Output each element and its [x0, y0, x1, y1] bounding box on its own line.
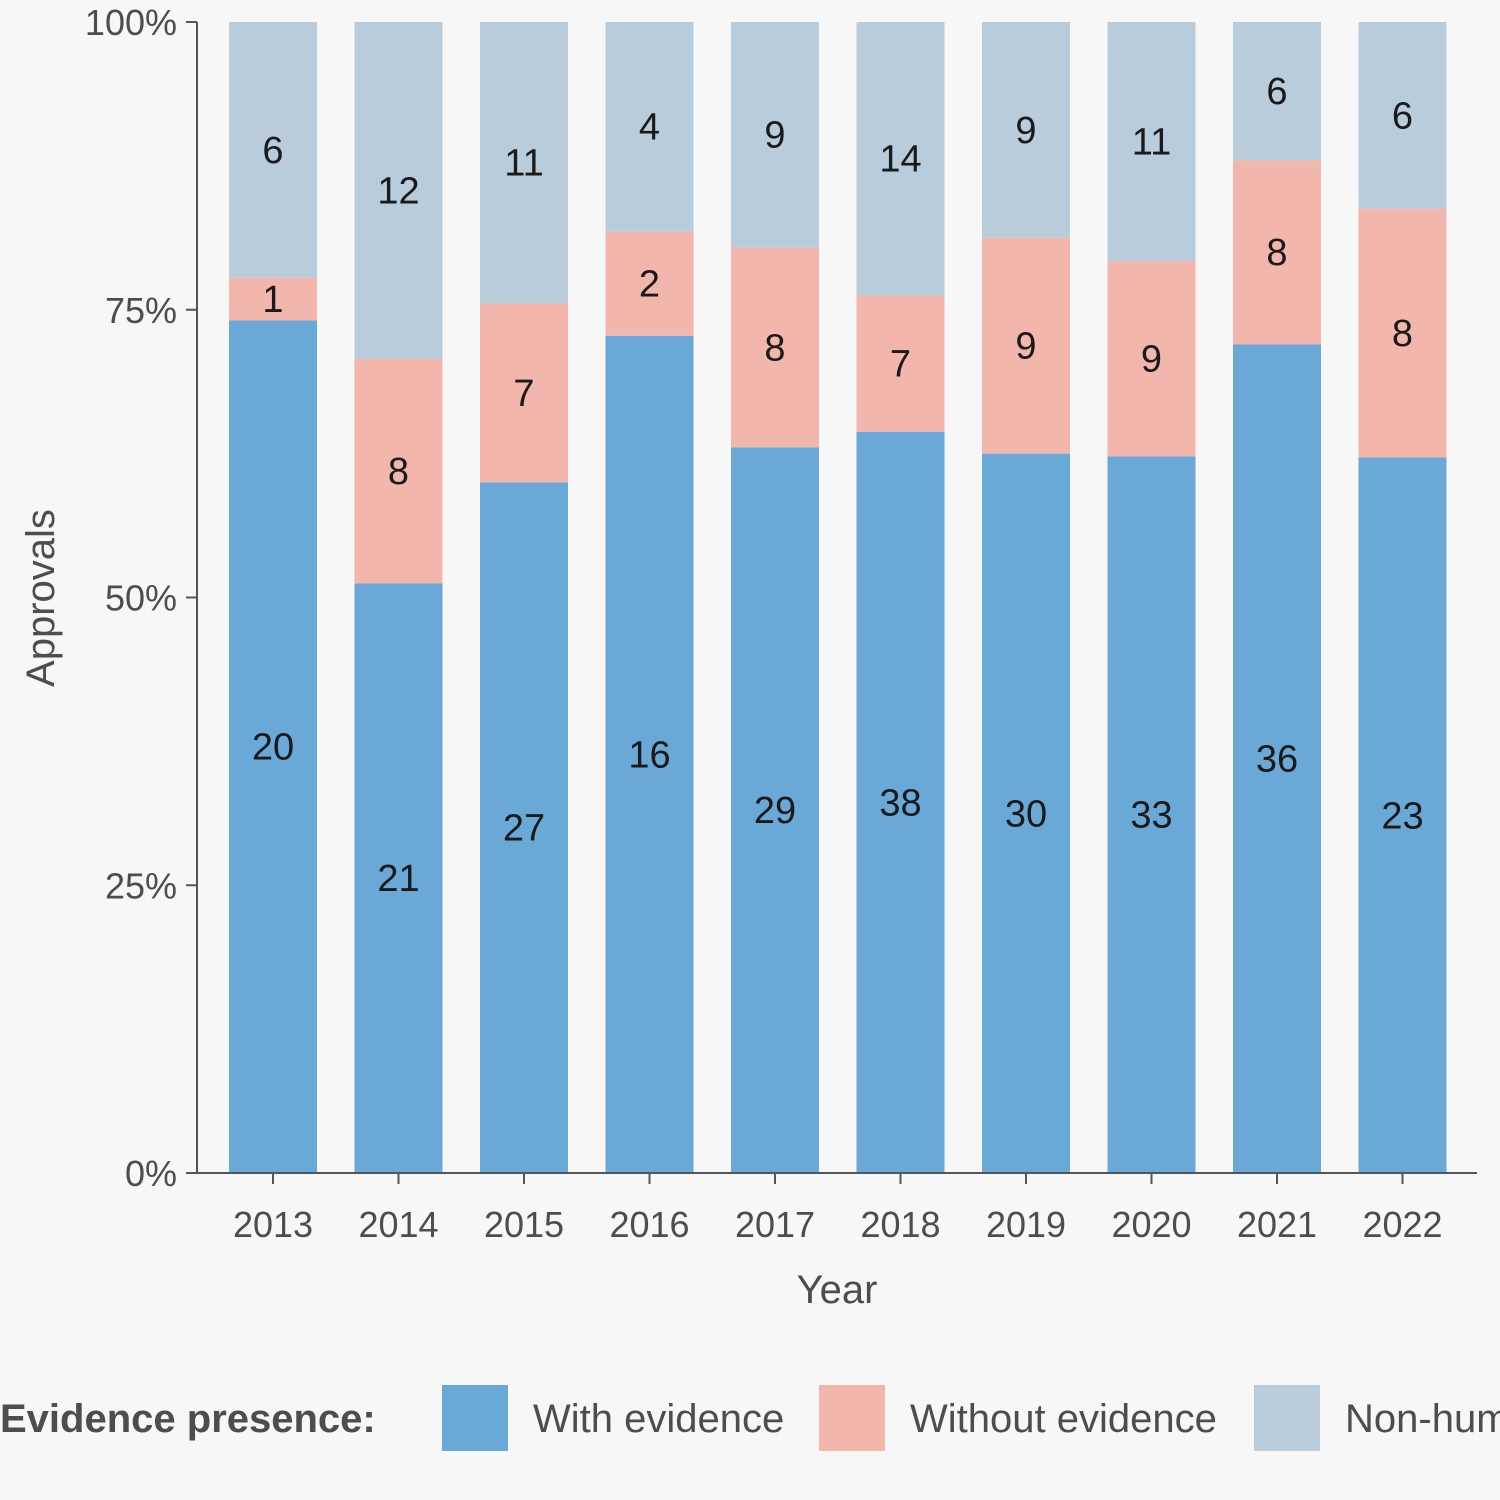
- bar-value-label: 1: [262, 279, 283, 321]
- bar-value-label: 36: [1256, 739, 1298, 781]
- bar-segment: [229, 320, 317, 1173]
- bar-value-label: 33: [1130, 795, 1172, 837]
- y-tick-label: 100%: [85, 2, 177, 43]
- legend-swatch: [442, 1385, 508, 1451]
- bar-segment: [605, 22, 694, 232]
- bar-value-label: 9: [1015, 326, 1036, 368]
- bar-value-label: 38: [879, 782, 921, 824]
- bar-segment: [1107, 456, 1196, 1174]
- bar-value-label: 4: [639, 107, 660, 149]
- legend-label: Non-human: [1345, 1397, 1500, 1441]
- bar-segment: [354, 22, 443, 359]
- bar-value-label: 6: [262, 130, 283, 172]
- bar-value-label: 9: [764, 115, 785, 157]
- bar-segment: [480, 482, 568, 1173]
- bar-segment: [856, 295, 945, 432]
- bar-value-label: 27: [503, 808, 545, 850]
- bar-segment: [1358, 457, 1447, 1173]
- x-tick-label: 2021: [1237, 1204, 1317, 1245]
- bar-value-label: 6: [1266, 71, 1287, 113]
- x-tick-label: 2020: [1111, 1204, 1191, 1245]
- y-tick-label: 0%: [125, 1153, 177, 1194]
- x-tick-label: 2013: [233, 1204, 313, 1245]
- bar-value-label: 8: [1392, 313, 1413, 355]
- bar-value-label: 7: [513, 373, 534, 415]
- bar-value-label: 30: [1005, 793, 1047, 835]
- bar-value-label: 9: [1141, 339, 1162, 381]
- x-tick-label: 2017: [735, 1204, 815, 1245]
- legend-label: With evidence: [533, 1397, 784, 1441]
- x-tick-label: 2019: [986, 1204, 1066, 1245]
- bar-segment: [229, 22, 317, 278]
- y-tick-label: 50%: [105, 578, 177, 619]
- bar-segment: [731, 22, 819, 248]
- legend-swatch: [1254, 1385, 1320, 1451]
- bar-value-label: 8: [388, 451, 409, 493]
- bar-value-label: 29: [754, 790, 796, 832]
- bar-segment: [856, 22, 945, 296]
- bar-value-label: 11: [1132, 121, 1171, 163]
- bar-value-label: 21: [377, 858, 419, 900]
- bar-segment: [982, 453, 1070, 1173]
- bar-segment: [229, 277, 317, 321]
- bar-value-label: 20: [252, 727, 294, 769]
- bar-value-label: 16: [628, 734, 670, 776]
- bar-segment: [605, 335, 694, 1174]
- bar-segment: [856, 431, 945, 1173]
- bar-value-label: 23: [1381, 795, 1423, 837]
- bars-layer: [229, 22, 1447, 1174]
- bar-value-label: 8: [1266, 232, 1287, 274]
- bar-value-label: 14: [879, 139, 921, 181]
- bar-value-label: 6: [1392, 95, 1413, 137]
- x-ticks: 2013 2014 2015 2016 2017 2018 2019 2020 2021 2022: [233, 1173, 1443, 1245]
- x-tick-label: 2018: [860, 1204, 940, 1245]
- bar-segment: [982, 237, 1070, 454]
- bar-segment: [731, 247, 819, 448]
- x-tick-label: 2014: [358, 1204, 438, 1245]
- bar-value-label: 9: [1015, 110, 1036, 152]
- bar-value-label: 8: [764, 327, 785, 369]
- bar-segment: [354, 358, 443, 584]
- legend-label: Without evidence: [910, 1397, 1217, 1441]
- x-tick-label: 2016: [609, 1204, 689, 1245]
- x-tick-label: 2015: [484, 1204, 564, 1245]
- y-axis-title: Approvals: [19, 509, 63, 687]
- legend-title: Evidence presence:: [0, 1397, 376, 1441]
- bar-value-label: 7: [890, 343, 911, 385]
- bar-segment: [480, 303, 568, 483]
- bar-value-label: 11: [504, 143, 543, 185]
- legend: Evidence presence: With evidence Without …: [0, 1385, 1500, 1451]
- bar-segment: [1107, 260, 1196, 457]
- x-tick-label: 2022: [1362, 1204, 1442, 1245]
- bar-segment: [982, 22, 1070, 238]
- bar-value-label: 12: [377, 170, 419, 212]
- bar-segment: [1107, 22, 1196, 261]
- legend-swatch: [819, 1385, 885, 1451]
- bar-segment: [1233, 344, 1321, 1173]
- bar-segment: [1358, 208, 1447, 458]
- y-tick-label: 75%: [105, 290, 177, 331]
- bar-segment: [1233, 22, 1321, 161]
- bar-labels-layer: 2016218122771116242989387143099339113686…: [252, 71, 1424, 900]
- bar-segment: [605, 231, 694, 336]
- y-tick-label: 25%: [105, 865, 177, 906]
- x-axis-title: Year: [797, 1268, 878, 1312]
- bar-segment: [1358, 22, 1447, 209]
- bar-value-label: 2: [639, 264, 660, 306]
- y-ticks: 0% 25% 50% 75% 100%: [85, 2, 197, 1194]
- bar-segment: [480, 22, 568, 304]
- bar-segment: [1233, 160, 1321, 345]
- bar-segment: [731, 447, 819, 1173]
- bar-segment: [354, 583, 443, 1173]
